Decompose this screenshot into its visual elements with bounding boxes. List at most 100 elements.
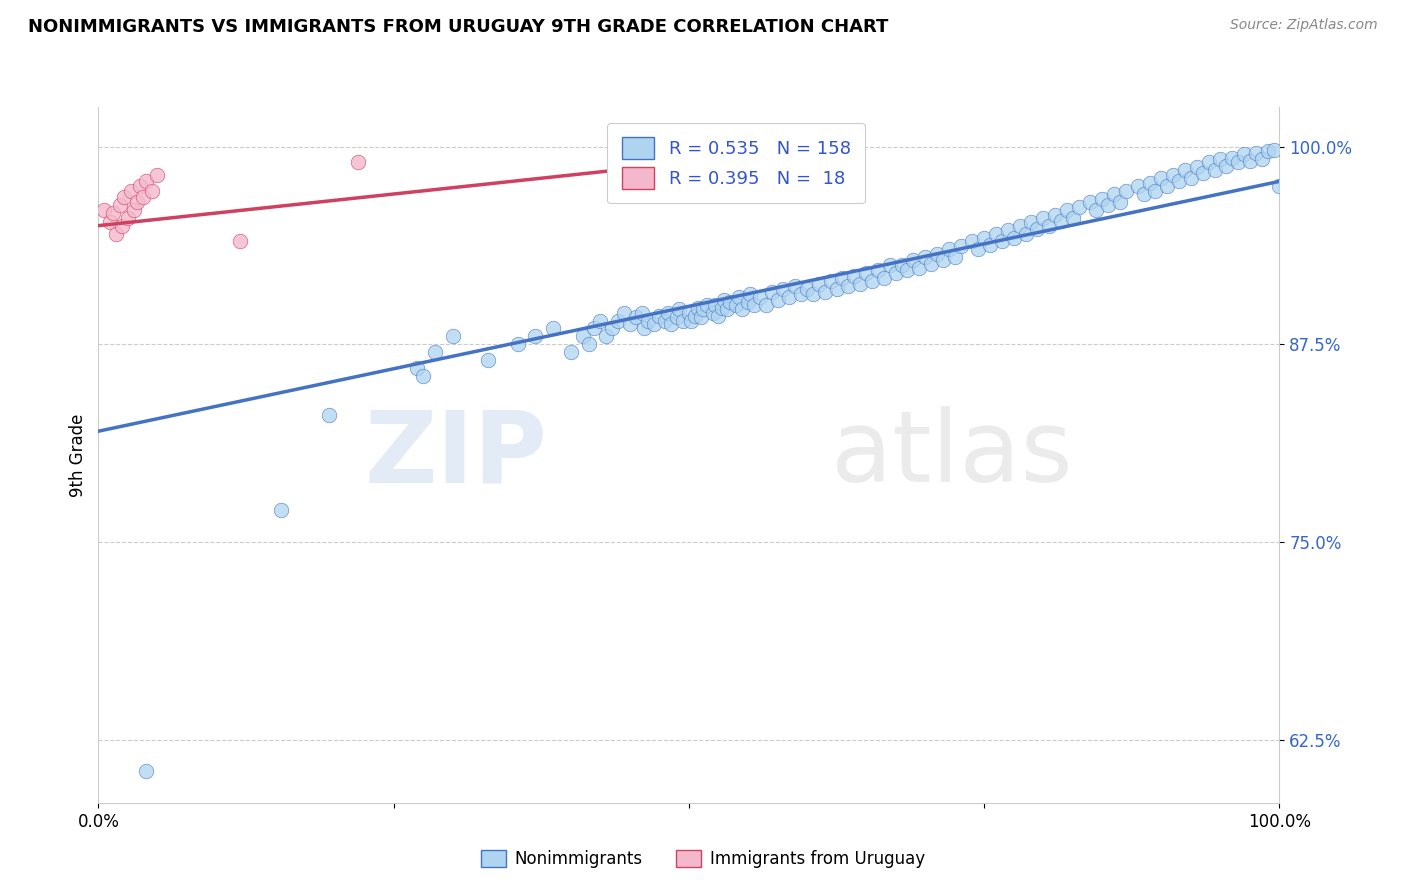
Point xyxy=(1250,152,1272,166)
Point xyxy=(831,270,853,285)
Point xyxy=(725,298,748,312)
Point xyxy=(1056,202,1078,217)
Point xyxy=(101,206,124,220)
Point xyxy=(318,409,340,423)
Point xyxy=(1132,186,1154,201)
Point xyxy=(1067,200,1090,214)
Point xyxy=(938,243,960,257)
Point xyxy=(111,219,134,233)
Point xyxy=(696,298,718,312)
Point xyxy=(637,313,659,327)
Point xyxy=(1014,227,1036,241)
Point xyxy=(93,202,115,217)
Point xyxy=(740,286,762,301)
Point xyxy=(135,174,157,188)
Point xyxy=(541,321,564,335)
Point xyxy=(967,243,990,257)
Point xyxy=(412,368,434,383)
Point xyxy=(595,329,617,343)
Point xyxy=(896,263,918,277)
Point xyxy=(748,290,770,304)
Point xyxy=(731,302,754,317)
Point xyxy=(506,337,529,351)
Point xyxy=(713,293,735,307)
Point xyxy=(1215,159,1237,173)
Text: atlas: atlas xyxy=(831,407,1073,503)
Point xyxy=(702,305,724,319)
Point xyxy=(423,345,446,359)
Point xyxy=(785,278,807,293)
Point xyxy=(943,250,966,264)
Point xyxy=(1102,186,1125,201)
Point xyxy=(406,360,429,375)
Point xyxy=(659,317,682,331)
Point xyxy=(1021,215,1043,229)
Point xyxy=(132,190,155,204)
Point xyxy=(643,317,665,331)
Legend: Nonimmigrants, Immigrants from Uruguay: Nonimmigrants, Immigrants from Uruguay xyxy=(475,843,931,875)
Point xyxy=(1174,163,1197,178)
Point xyxy=(654,313,676,327)
Point xyxy=(1080,194,1102,209)
Point xyxy=(683,309,706,323)
Point xyxy=(755,298,778,312)
Point xyxy=(772,282,794,296)
Point xyxy=(347,155,370,169)
Point xyxy=(761,285,783,299)
Point xyxy=(524,329,547,343)
Point xyxy=(801,286,824,301)
Text: ZIP: ZIP xyxy=(364,407,547,503)
Point xyxy=(122,202,145,217)
Point xyxy=(1198,155,1220,169)
Point xyxy=(718,294,741,309)
Point xyxy=(890,258,912,272)
Legend: R = 0.535   N = 158, R = 0.395   N =  18: R = 0.535 N = 158, R = 0.395 N = 18 xyxy=(607,123,865,203)
Point xyxy=(1008,219,1031,233)
Point xyxy=(807,277,830,292)
Point xyxy=(689,310,711,325)
Point xyxy=(146,168,169,182)
Point xyxy=(1085,202,1108,217)
Point xyxy=(1180,171,1202,186)
Point xyxy=(108,198,131,212)
Point xyxy=(117,211,139,225)
Point xyxy=(141,184,163,198)
Point xyxy=(790,286,813,301)
Point xyxy=(1239,153,1261,168)
Point xyxy=(796,282,818,296)
Point xyxy=(984,227,1007,241)
Point xyxy=(583,321,606,335)
Point xyxy=(1091,192,1114,206)
Point xyxy=(766,293,789,307)
Point xyxy=(1139,176,1161,190)
Point xyxy=(668,302,690,317)
Point xyxy=(1026,221,1049,235)
Point xyxy=(920,256,942,270)
Point xyxy=(1043,208,1066,222)
Point xyxy=(1168,174,1191,188)
Point xyxy=(1156,179,1178,194)
Text: NONIMMIGRANTS VS IMMIGRANTS FROM URUGUAY 9TH GRADE CORRELATION CHART: NONIMMIGRANTS VS IMMIGRANTS FROM URUGUAY… xyxy=(28,18,889,36)
Point xyxy=(1161,168,1184,182)
Point xyxy=(1038,219,1060,233)
Point xyxy=(1126,179,1149,194)
Point xyxy=(589,313,612,327)
Point xyxy=(814,285,837,299)
Point xyxy=(879,258,901,272)
Point xyxy=(1150,171,1173,186)
Point xyxy=(1032,211,1054,225)
Point xyxy=(1244,145,1267,160)
Point xyxy=(873,270,896,285)
Point xyxy=(1109,194,1132,209)
Point xyxy=(607,313,630,327)
Point xyxy=(737,294,759,309)
Point xyxy=(973,231,995,245)
Point xyxy=(914,250,936,264)
Point xyxy=(270,503,292,517)
Point xyxy=(855,266,877,280)
Point xyxy=(820,274,842,288)
Point xyxy=(571,329,593,343)
Point xyxy=(997,223,1019,237)
Point xyxy=(619,317,641,331)
Point xyxy=(1263,143,1285,157)
